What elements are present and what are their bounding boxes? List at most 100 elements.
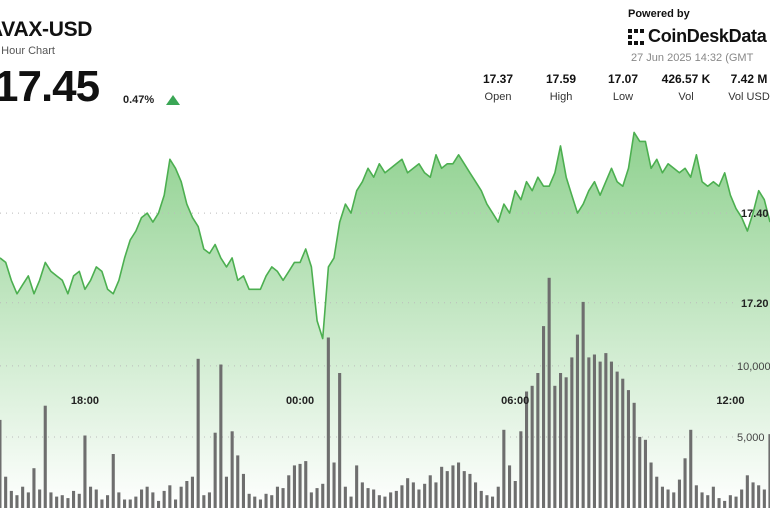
volume-bar — [632, 402, 636, 508]
volume-bar — [309, 492, 313, 508]
volume-bar — [564, 377, 568, 508]
volume-bar — [15, 495, 19, 508]
stat-low: 17.07 Low — [592, 72, 654, 103]
stat-value: 426.57 K — [661, 72, 711, 86]
volume-bar — [457, 462, 461, 508]
volume-bar — [570, 357, 574, 508]
volume-bar — [666, 489, 670, 508]
volume-bar — [258, 499, 262, 508]
volume-bar — [689, 429, 693, 508]
volume-bar — [207, 492, 211, 508]
volume-bar — [100, 499, 104, 508]
volume-bar — [508, 465, 512, 508]
stat-label: Vol — [678, 91, 694, 103]
volume-bar — [462, 471, 466, 508]
volume-bar — [202, 495, 206, 508]
pair-title: AVAX-USD — [0, 18, 93, 41]
time-axis-tick: 00:00 — [286, 395, 314, 407]
volume-bar — [389, 492, 393, 508]
volume-bar — [525, 391, 529, 508]
volume-bar — [411, 482, 415, 508]
volume-bar — [711, 486, 715, 508]
volume-bar — [145, 486, 149, 508]
volume-bar — [677, 479, 681, 508]
volume-bar — [26, 492, 30, 508]
volume-bar — [60, 495, 64, 508]
volume-bar — [106, 495, 110, 508]
volume-bar — [519, 431, 523, 508]
volume-bar — [213, 432, 217, 508]
volume-bar — [49, 492, 53, 508]
volume-bar — [55, 496, 59, 508]
volume-bar — [649, 462, 653, 508]
volume-bar — [643, 439, 647, 508]
price-axis-tick: 17.40 — [741, 208, 769, 220]
volume-bar — [417, 489, 421, 508]
price-volume-chart[interactable]: 17.40 17.20 10,000 5,000 18:00 00:00 06:00 12:0… — [0, 110, 770, 508]
volume-bar — [615, 371, 619, 508]
volume-bar — [366, 488, 370, 508]
brand-name: CoinDeskData — [648, 26, 767, 46]
volume-bar — [434, 482, 438, 508]
volume-bar — [762, 489, 766, 508]
stat-value: 17.07 — [607, 72, 639, 86]
price-change: 0.47% — [123, 94, 155, 106]
volume-bar — [241, 473, 245, 508]
volume-bar — [298, 463, 302, 508]
timestamp: 27 Jun 2025 14:32 (GMT — [631, 52, 754, 64]
volume-bar — [706, 495, 710, 508]
stat-volume: 426.57 K Vol — [655, 72, 717, 103]
volume-bar — [683, 458, 687, 508]
volume-bar — [757, 485, 761, 508]
volume-bar — [451, 465, 455, 508]
stat-label: Open — [484, 91, 512, 103]
volume-bar — [423, 483, 427, 508]
volume-bar — [581, 301, 585, 508]
volume-bar — [196, 358, 200, 508]
volume-bar — [559, 373, 563, 508]
volume-bar — [745, 475, 749, 508]
volume-bar — [496, 486, 500, 508]
stat-volume-usd: 7.42 M Vol USD — [718, 72, 770, 103]
volume-bar — [338, 373, 342, 508]
volume-bar — [717, 498, 721, 508]
volume-bar — [479, 490, 483, 508]
volume-bar — [343, 486, 347, 508]
chart-subtitle: 4 Hour Chart — [0, 45, 55, 57]
coindesk-data-logo[interactable]: CoinDeskData — [628, 26, 767, 47]
volume-bar — [440, 466, 444, 508]
volume-bar — [751, 482, 755, 508]
volume-bar — [321, 483, 325, 508]
volume-bar — [219, 364, 223, 508]
volume-bar — [111, 454, 115, 508]
volume-bar — [575, 334, 579, 508]
volume-bar — [349, 496, 353, 508]
volume-bar — [304, 461, 308, 508]
volume-bar — [530, 385, 534, 508]
volume-bar — [694, 485, 698, 508]
volume-bar — [168, 485, 172, 508]
volume-bar — [264, 493, 268, 508]
volume-bar — [162, 490, 166, 508]
volume-bar — [326, 337, 330, 508]
volume-bar — [542, 326, 546, 508]
volume-bar — [83, 435, 87, 508]
volume-bar — [174, 499, 178, 508]
volume-bar — [66, 498, 70, 508]
volume-bar — [428, 475, 432, 508]
volume-bar — [281, 488, 285, 508]
time-axis-tick: 06:00 — [501, 395, 529, 407]
volume-bar — [315, 488, 319, 508]
volume-bar — [185, 481, 189, 508]
volume-axis-tick: 5,000 — [737, 432, 765, 444]
volume-bar — [275, 486, 279, 508]
time-axis-tick: 18:00 — [71, 395, 99, 407]
volume-bar — [224, 476, 228, 508]
volume-bar — [134, 496, 138, 508]
volume-bar — [502, 429, 506, 508]
stat-label: Low — [612, 91, 634, 103]
volume-bar — [179, 486, 183, 508]
volume-bar — [355, 465, 359, 508]
price-area-fill — [0, 132, 770, 508]
stat-value: 7.42 M — [730, 72, 768, 86]
